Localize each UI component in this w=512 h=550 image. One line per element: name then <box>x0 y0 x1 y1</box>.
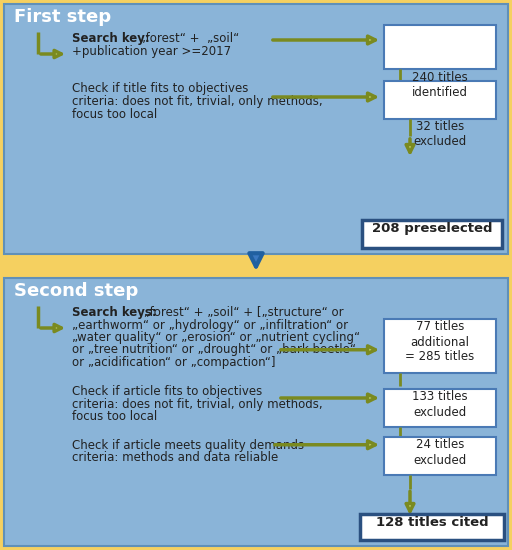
Text: +publication year >=2017: +publication year >=2017 <box>72 45 231 58</box>
Text: 77 titles
additional
= 285 titles: 77 titles additional = 285 titles <box>406 321 475 364</box>
Text: 240 titles
identified: 240 titles identified <box>412 71 468 99</box>
Text: Search keys:: Search keys: <box>72 306 157 319</box>
Text: focus too local: focus too local <box>72 108 157 121</box>
Bar <box>4 4 508 254</box>
Bar <box>362 220 502 248</box>
Text: First step: First step <box>14 8 111 26</box>
Text: 24 titles
excluded: 24 titles excluded <box>413 438 466 466</box>
Text: Check if title fits to objectives: Check if title fits to objectives <box>72 82 248 95</box>
Text: criteria: does not fit, trivial, only methods,: criteria: does not fit, trivial, only me… <box>72 95 323 108</box>
Bar <box>360 514 504 540</box>
Text: 128 titles cited: 128 titles cited <box>376 516 488 529</box>
Bar <box>384 318 496 372</box>
Text: 133 titles
excluded: 133 titles excluded <box>412 390 468 419</box>
Text: „forest“ +  „soil“: „forest“ + „soil“ <box>136 32 239 45</box>
Text: Search key:: Search key: <box>72 32 150 45</box>
Bar <box>384 81 496 119</box>
Text: or „tree nutrition“ or „drought“ or „bark beetle“: or „tree nutrition“ or „drought“ or „bar… <box>72 344 356 356</box>
Bar <box>384 25 496 69</box>
Text: Check if article fits to objectives: Check if article fits to objectives <box>72 386 262 399</box>
Bar <box>384 388 496 426</box>
Text: 208 preselected: 208 preselected <box>372 222 492 235</box>
Text: focus too local: focus too local <box>72 410 157 424</box>
Text: or „acidification“ or „compaction“]: or „acidification“ or „compaction“] <box>72 356 275 369</box>
Text: criteria: methods and data reliable: criteria: methods and data reliable <box>72 451 278 464</box>
Bar <box>384 437 496 475</box>
Bar <box>4 278 508 546</box>
Text: „water quality“ or „erosion“ or „nutrient cycling“: „water quality“ or „erosion“ or „nutrien… <box>72 331 360 344</box>
Text: criteria: does not fit, trivial, only methods,: criteria: does not fit, trivial, only me… <box>72 398 323 411</box>
Text: Check if article meets quality demands: Check if article meets quality demands <box>72 438 304 452</box>
Text: Second step: Second step <box>14 282 138 300</box>
Text: „earthworm“ or „hydrology“ or „infiltration“ or: „earthworm“ or „hydrology“ or „infiltrat… <box>72 318 348 332</box>
Bar <box>4 278 508 546</box>
Text: 32 titles
excluded: 32 titles excluded <box>413 120 466 148</box>
Bar <box>4 4 508 254</box>
Text: „forest“ + „soil“ + [„structure“ or: „forest“ + „soil“ + [„structure“ or <box>140 306 344 319</box>
